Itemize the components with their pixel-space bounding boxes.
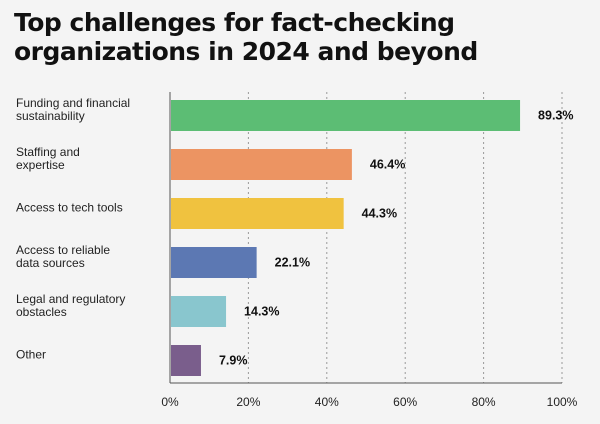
x-tick-label-0: 0%	[161, 395, 179, 409]
category-label-0: Funding and financial sustainability	[16, 96, 130, 123]
category-label-5: Other	[16, 348, 46, 362]
category-label-2: Access to tech tools	[16, 201, 123, 215]
bar-4	[171, 296, 227, 327]
x-tick-label-80: 80%	[472, 395, 496, 409]
value-label-4: 14.3%	[244, 305, 279, 319]
category-label-4: Legal and regulatory obstacles	[16, 292, 125, 319]
bar-1	[171, 149, 352, 180]
x-tick-label-20: 20%	[236, 395, 260, 409]
category-label-3: Access to reliable data sources	[16, 243, 110, 270]
value-label-0: 89.3%	[538, 109, 573, 123]
value-label-3: 22.1%	[275, 256, 310, 270]
bar-0	[171, 100, 521, 131]
category-label-1: Staffing and expertise	[16, 145, 80, 172]
value-label-5: 7.9%	[219, 354, 248, 368]
bar-2	[171, 198, 344, 229]
bar-5	[171, 345, 201, 376]
chart-title: Top challenges for fact-checking organiz…	[14, 8, 478, 66]
bar-3	[171, 247, 257, 278]
x-tick-label-100: 100%	[547, 395, 578, 409]
value-label-2: 44.3%	[362, 207, 397, 221]
x-tick-label-60: 60%	[393, 395, 417, 409]
value-label-1: 46.4%	[370, 158, 405, 172]
x-tick-label-40: 40%	[315, 395, 339, 409]
